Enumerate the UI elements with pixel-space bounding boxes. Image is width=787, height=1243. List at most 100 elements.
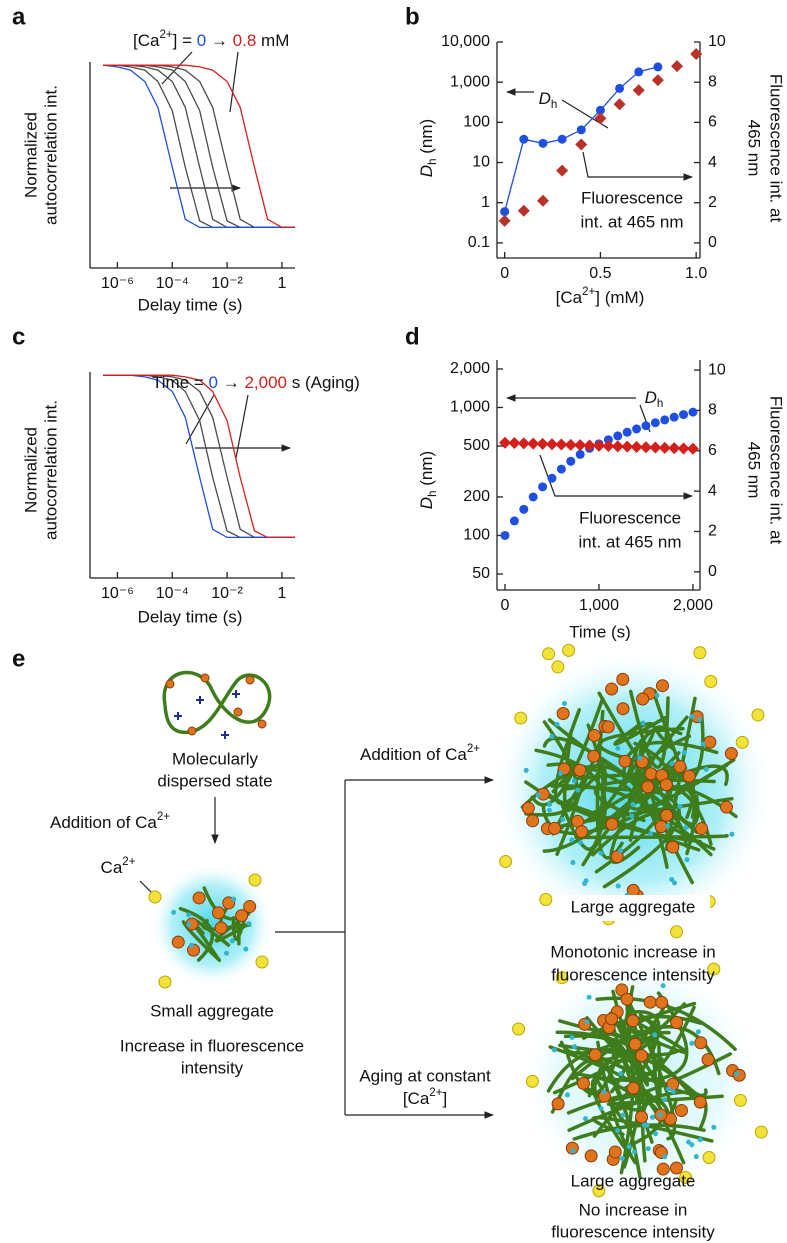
y2-axis-label: Fluorescence int. at — [767, 396, 786, 545]
x-tick-label: 10⁻⁶ — [101, 585, 134, 602]
caption: Small aggregate — [150, 1001, 274, 1020]
y2-tick-label: 10 — [708, 361, 726, 378]
y2-axis-label: 465 nm — [745, 442, 764, 499]
marker — [679, 410, 689, 420]
fluorophore — [666, 840, 680, 854]
ion-site — [224, 950, 230, 956]
ion-site — [665, 823, 671, 829]
annotation-part: s (Aging) — [287, 373, 360, 392]
fluorophore — [656, 1162, 670, 1176]
marker — [653, 62, 663, 72]
y2-tick-label: 8 — [708, 73, 717, 90]
y2-tick-label: 10 — [708, 33, 726, 50]
caption-part: Addition of Ca — [360, 745, 467, 764]
ion-site — [619, 1155, 625, 1161]
x-tick-label: 10⁻² — [211, 275, 243, 292]
ion-site — [618, 1071, 624, 1077]
ion-site — [601, 1089, 607, 1095]
fluorophore — [245, 675, 255, 685]
marker — [500, 207, 510, 217]
x-tick-label: 0.5 — [589, 265, 611, 282]
ion-site — [535, 792, 541, 798]
caption: Addition of Ca2+ — [360, 743, 480, 764]
series-line — [103, 64, 295, 229]
fluorophore — [243, 900, 257, 914]
annotation-part: 2+ — [159, 29, 172, 41]
calcium-ion — [562, 643, 576, 657]
ion-site — [650, 1114, 656, 1120]
polymer-chain — [582, 774, 696, 824]
fluorophore — [618, 754, 632, 768]
series-line — [103, 374, 295, 539]
marker — [630, 440, 643, 453]
annotation-part: h — [551, 99, 557, 111]
x-tick-label: 1.0 — [685, 265, 707, 282]
fluorophore — [573, 763, 587, 777]
calcium-ion — [733, 1093, 747, 1107]
polymer-chain — [530, 696, 605, 807]
ion-site — [546, 807, 552, 813]
caption-part: 2+ — [467, 743, 480, 755]
carboxylate — [174, 712, 182, 720]
ion-site — [549, 733, 555, 739]
fluorophore — [165, 679, 175, 689]
marker — [509, 516, 519, 526]
fluorophore — [192, 891, 206, 905]
fluorophore — [682, 769, 696, 783]
calcium-ion — [158, 975, 172, 989]
y2-axis-label: 465 nm — [745, 120, 764, 177]
marker — [602, 440, 615, 453]
calcium-ion — [702, 1151, 716, 1165]
calcium-ion — [751, 708, 765, 722]
axis-arrow — [539, 454, 693, 500]
polymer-chain — [574, 833, 729, 840]
ion-site — [186, 912, 192, 918]
marker — [622, 427, 632, 437]
marker — [613, 431, 623, 441]
annotation-part: → — [206, 31, 232, 50]
polymer-chain — [627, 715, 729, 811]
ion-site — [640, 720, 646, 726]
y2-axis-label: Fluorescence int. at — [767, 74, 786, 223]
polymer-chain — [542, 736, 699, 835]
annotation: int. at 465 nm — [578, 532, 681, 551]
caption: Large aggregate — [571, 897, 696, 916]
y2-tick-label: 6 — [708, 442, 717, 459]
x-axis-label: Time (s) — [569, 622, 631, 641]
ion-site — [583, 878, 589, 884]
x-tick-label: 0 — [501, 597, 510, 614]
polymer-chain — [576, 1002, 687, 1062]
ion-site — [689, 1040, 695, 1046]
fluorophore — [576, 1076, 590, 1090]
panel-label: a — [12, 3, 26, 30]
fluorophore — [670, 1016, 684, 1030]
x-axis-label: Delay time (s) — [138, 607, 243, 626]
ion-site — [652, 1032, 658, 1038]
ion-site — [186, 922, 192, 928]
fluorophore — [526, 814, 540, 828]
ion-site — [231, 896, 237, 902]
x-tick-label: 10⁻² — [211, 585, 243, 602]
caption-part: Ca — [101, 858, 123, 877]
fluorophore — [171, 935, 185, 949]
ion-site — [697, 1137, 703, 1143]
fluorophore — [701, 1053, 715, 1067]
annotation: Dh — [539, 89, 558, 111]
marker — [555, 438, 568, 451]
fluorophore — [641, 780, 655, 794]
fluorophore — [601, 720, 615, 734]
diagram: e Molecularly dispersed state Addition of C… — [12, 643, 775, 1241]
series-line — [103, 374, 295, 539]
calcium-ion — [541, 647, 555, 661]
ion-site — [641, 1122, 647, 1128]
ion-site — [564, 1092, 570, 1098]
caption-part: 2+ — [157, 811, 170, 823]
annotation-part: D — [645, 388, 657, 407]
caption: No increase in — [579, 1200, 688, 1219]
marker — [669, 412, 679, 422]
y2-tick-label: 0 — [708, 563, 717, 580]
marker — [651, 74, 664, 87]
y-axis-label: autocorrelation int. — [41, 85, 60, 225]
